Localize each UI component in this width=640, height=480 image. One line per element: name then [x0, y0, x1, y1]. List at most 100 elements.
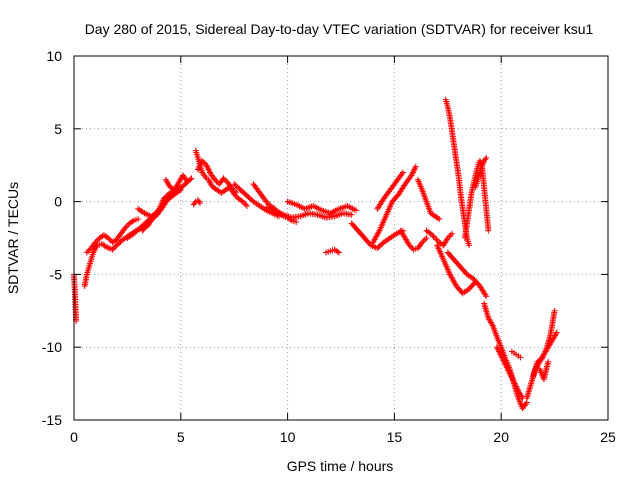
data-point: [522, 400, 529, 407]
data-point: [434, 215, 441, 222]
data-point: [446, 233, 453, 240]
data-point: [433, 236, 440, 243]
data-point: [199, 157, 206, 164]
data-point: [406, 242, 413, 249]
data-point: [348, 211, 355, 218]
x-tick-label: 10: [280, 429, 296, 445]
data-point: [511, 379, 518, 386]
data-point: [513, 383, 520, 390]
data-point: [493, 344, 500, 351]
x-tick-label: 20: [493, 429, 509, 445]
data-point: [196, 163, 203, 170]
data-point: [545, 358, 552, 365]
data-point: [488, 320, 495, 327]
data-point: [430, 233, 437, 240]
data-point: [106, 236, 113, 243]
data-point: [449, 230, 456, 237]
data-point: [482, 156, 489, 163]
data-point: [510, 377, 517, 384]
x-tick-label: 15: [387, 429, 403, 445]
data-point: [183, 176, 190, 183]
data-point: [540, 351, 547, 358]
data-point: [204, 163, 211, 170]
data-point: [239, 198, 246, 205]
data-point: [501, 360, 508, 367]
data-point: [123, 223, 130, 230]
data-point: [195, 165, 202, 172]
data-point: [411, 166, 418, 173]
data-point: [211, 176, 218, 183]
data-point: [409, 169, 416, 176]
data-point: [191, 200, 198, 207]
data-point: [538, 355, 545, 362]
y-tick-label: 5: [54, 121, 62, 137]
data-point: [85, 248, 92, 255]
y-axis-label: SDTVAR / TECUs: [5, 182, 21, 294]
data-point: [197, 200, 204, 207]
x-tick-labels: 0 5 10 15 20 25: [70, 429, 616, 445]
data-point: [110, 245, 117, 252]
data-point: [496, 348, 503, 355]
data-point: [499, 355, 506, 362]
y-tick-label: -10: [42, 339, 62, 355]
data-point: [232, 192, 239, 199]
data-point: [242, 201, 249, 208]
data-point: [419, 239, 426, 246]
data-point: [483, 154, 490, 161]
data-point: [221, 176, 228, 183]
data-point: [206, 168, 213, 175]
data-point: [495, 347, 502, 354]
data-point: [409, 170, 416, 177]
data-point: [164, 197, 171, 204]
data-point: [508, 373, 515, 380]
data-point: [195, 198, 202, 205]
data-point: [540, 352, 547, 359]
data-point: [427, 230, 434, 237]
data-point: [503, 363, 510, 370]
data-point: [375, 229, 382, 236]
data-point: [177, 186, 184, 193]
data-point: [508, 374, 515, 381]
data-point: [220, 175, 227, 182]
data-point: [553, 329, 560, 336]
data-point: [503, 364, 510, 371]
data-point: [539, 354, 546, 361]
data-point: [197, 162, 204, 169]
data-point: [204, 165, 211, 172]
data-point: [431, 235, 438, 241]
y-tick-labels: -15 -10 -5 0 5 10: [42, 48, 62, 428]
data-point: [504, 366, 511, 373]
data-point: [205, 166, 212, 173]
data-point: [513, 384, 520, 391]
x-axis-label: GPS time / hours: [287, 458, 394, 474]
grid-lines: [74, 56, 608, 420]
data-point: [552, 331, 559, 338]
data-point: [398, 170, 405, 177]
data-point: [205, 176, 212, 183]
axis-ticks: [73, 55, 609, 421]
data-point: [498, 354, 505, 361]
data-point: [122, 224, 129, 231]
data-point: [352, 207, 359, 214]
data-point: [551, 307, 558, 314]
data-point: [233, 189, 240, 196]
data-point: [506, 370, 513, 377]
data-point: [109, 246, 116, 253]
data-point: [407, 243, 414, 250]
data-point: [92, 239, 99, 246]
data-point: [518, 393, 525, 400]
data-point: [429, 232, 436, 239]
data-point: [444, 235, 451, 241]
y-tick-label: -5: [50, 266, 63, 282]
data-point: [135, 216, 142, 223]
data-point: [90, 249, 97, 256]
data-point: [420, 237, 427, 244]
plot-frame: [73, 55, 609, 421]
data-point: [194, 166, 201, 173]
y-tick-label: 10: [46, 48, 62, 64]
data-point: [423, 235, 430, 241]
y-tick-label: -15: [42, 412, 62, 428]
data-point: [231, 188, 238, 195]
data-point: [507, 371, 514, 378]
